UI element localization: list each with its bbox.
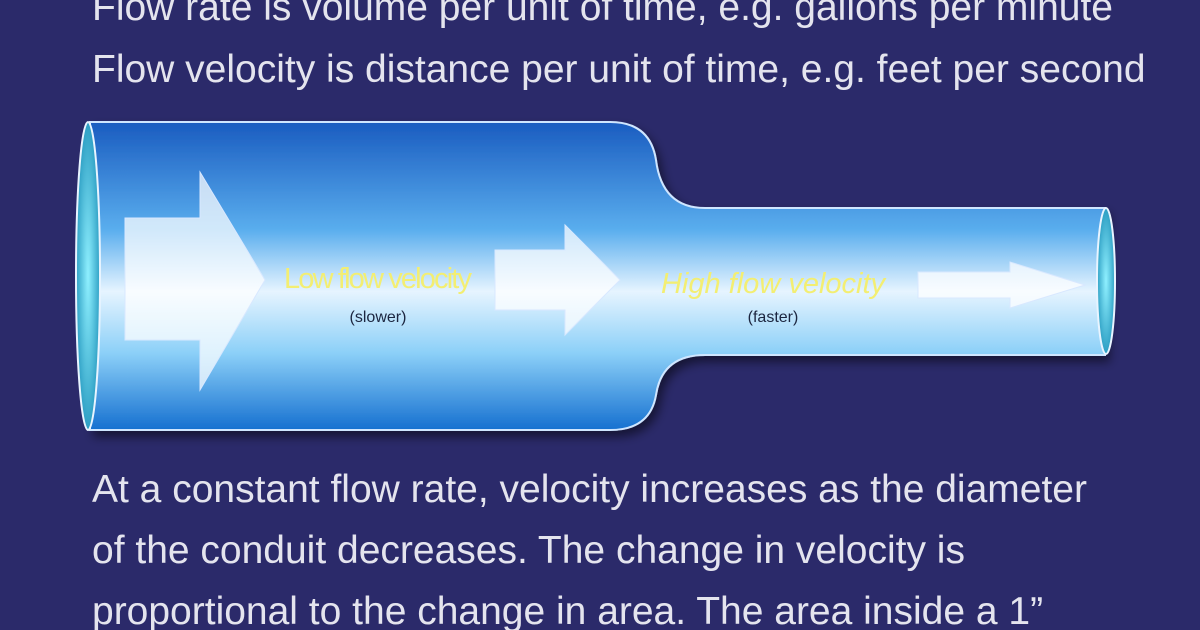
header-line: Flow rate is volume per unit of time, e.… [92,0,1113,29]
body-line: At a constant flow rate, velocity increa… [92,468,1087,511]
pipe-opening [75,121,101,431]
narrow-note: (faster) [748,309,799,326]
body-line: proportional to the change in area. The … [92,590,1043,630]
flow-arrow [124,170,266,392]
flow-arrow [917,261,1087,309]
body-line: of the conduit decreases. The change in … [92,529,965,572]
pipe-opening [1096,207,1116,355]
header-line: Flow velocity is distance per unit of ti… [92,48,1146,91]
flow-arrow [494,223,621,337]
wide-note: (slower) [350,309,407,326]
narrow-label: High flow velocity [661,268,887,300]
wide-label: Low flow velocity [284,263,473,295]
